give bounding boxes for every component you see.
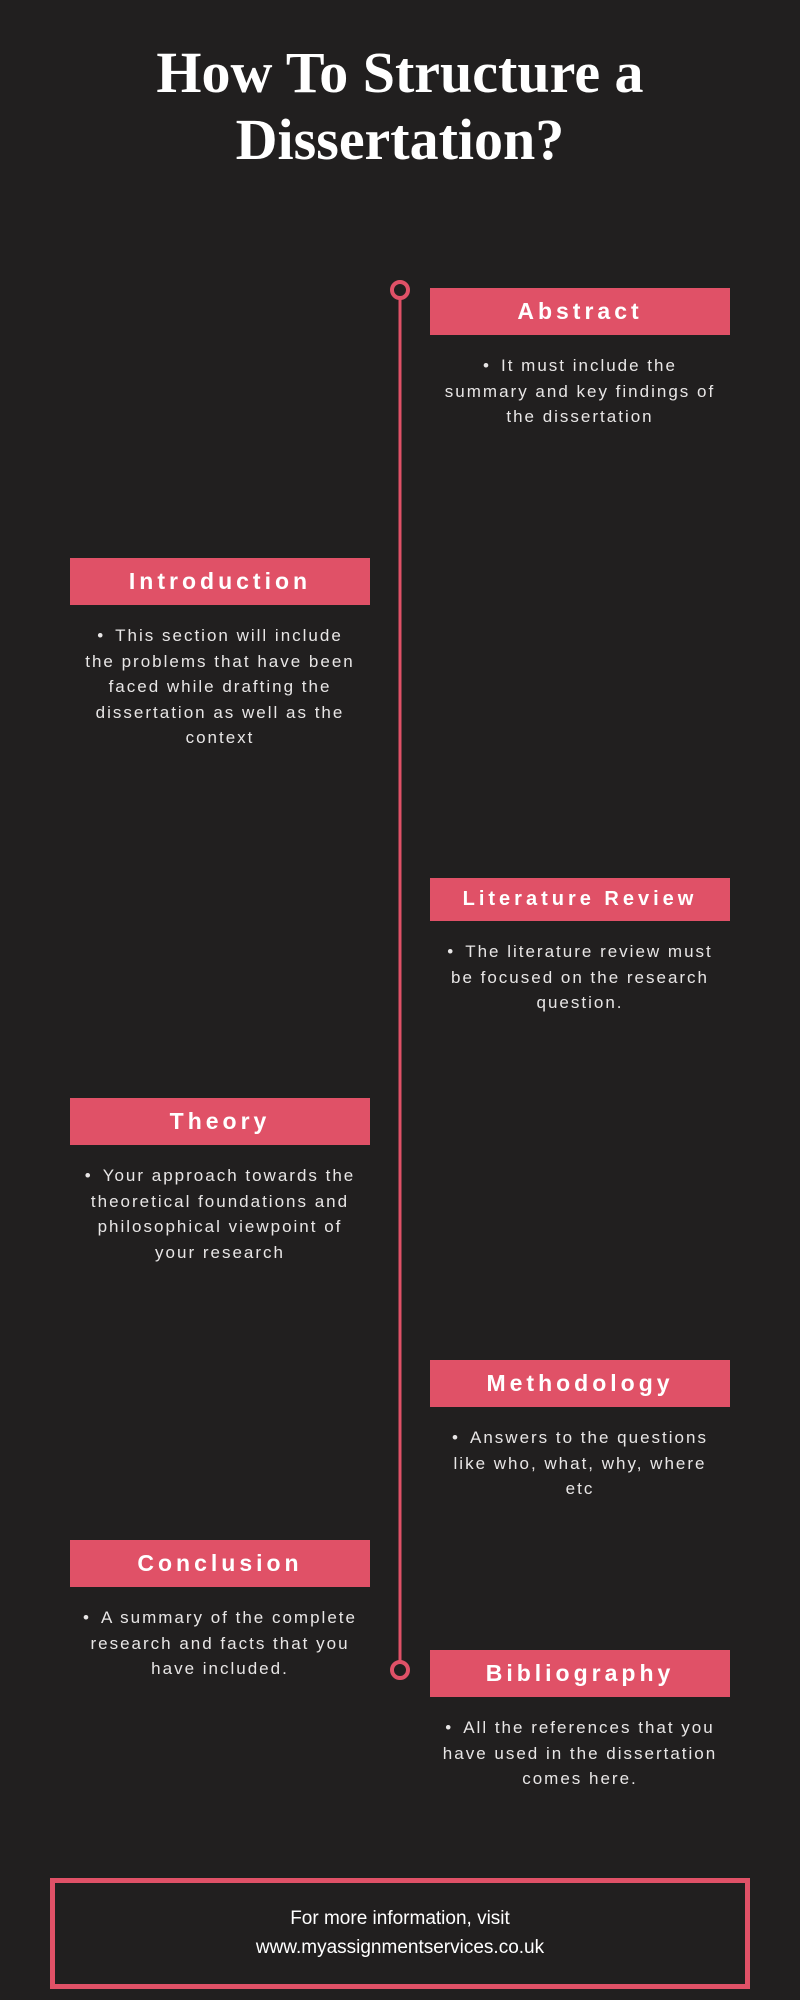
section-conclusion: Conclusion A summary of the complete rese… (70, 1540, 370, 1682)
section-body: The literature review must be focused on… (430, 921, 730, 1016)
section-bibliography: Bibliography All the references that you … (430, 1650, 730, 1792)
section-bullet: Your approach towards the theoretical fo… (80, 1163, 360, 1265)
section-methodology: Methodology Answers to the questions like… (430, 1360, 730, 1502)
section-heading: Theory (70, 1098, 370, 1145)
footer-line2: www.myassignmentservices.co.uk (75, 1934, 725, 1963)
section-heading: Abstract (430, 288, 730, 335)
timeline-node-bottom (390, 1660, 410, 1680)
footer-line1: For more information, visit (75, 1905, 725, 1934)
timeline-node-top (390, 280, 410, 300)
section-heading: Bibliography (430, 1650, 730, 1697)
timeline-line (399, 290, 402, 1670)
section-heading: Conclusion (70, 1540, 370, 1587)
section-bullet: It must include the summary and key find… (440, 353, 720, 430)
section-heading: Literature Review (430, 878, 730, 921)
section-theory: Theory Your approach towards the theoreti… (70, 1098, 370, 1265)
footer-box: For more information, visit www.myassign… (50, 1878, 750, 1989)
section-bullet: This section will include the problems t… (80, 623, 360, 751)
section-bullet: Answers to the questions like who, what,… (440, 1425, 720, 1502)
section-heading: Methodology (430, 1360, 730, 1407)
section-body: A summary of the complete research and f… (70, 1587, 370, 1682)
section-bullet: All the references that you have used in… (440, 1715, 720, 1792)
section-body: Your approach towards the theoretical fo… (70, 1145, 370, 1265)
section-bullet: A summary of the complete research and f… (80, 1605, 360, 1682)
section-body: All the references that you have used in… (430, 1697, 730, 1792)
section-bullet: The literature review must be focused on… (440, 939, 720, 1016)
section-body: This section will include the problems t… (70, 605, 370, 751)
section-body: It must include the summary and key find… (430, 335, 730, 430)
page-title: How To Structure a Dissertation? (0, 0, 800, 193)
section-introduction: Introduction This section will include th… (70, 558, 370, 751)
section-body: Answers to the questions like who, what,… (430, 1407, 730, 1502)
section-abstract: Abstract It must include the summary and … (430, 288, 730, 430)
section-heading: Introduction (70, 558, 370, 605)
section-literature-review: Literature Review The literature review m… (430, 878, 730, 1016)
